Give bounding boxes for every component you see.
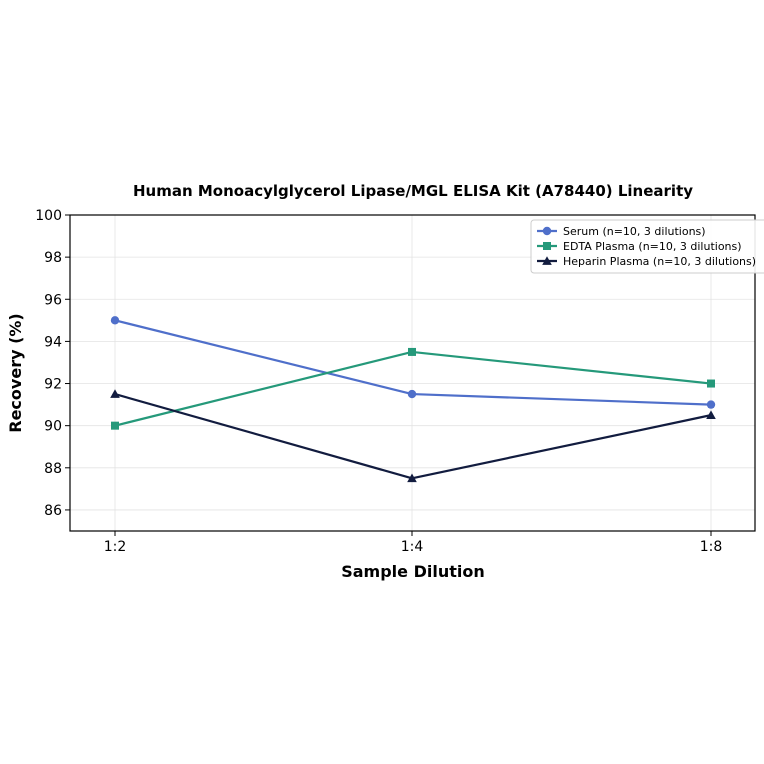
legend-item: Heparin Plasma (n=10, 3 dilutions) [537,255,756,268]
y-tick-label: 96 [44,292,62,308]
data-point [706,400,716,409]
y-tick-label: 86 [44,503,62,519]
legend-box [530,219,764,274]
y-tick-label: 98 [44,250,62,266]
y-tick-label: 90 [44,419,62,435]
legend-item: EDTA Plasma (n=10, 3 dilutions) [537,240,742,253]
data-point [110,389,120,398]
x-tick-label: 1:2 [104,539,127,555]
y-axis-label: Recovery (%) [6,313,25,432]
legend-label: Serum (n=10, 3 dilutions) [563,225,706,238]
legend: Serum (n=10, 3 dilutions) EDTA Plasma (n=… [530,219,764,274]
data-point [707,379,715,388]
y-tick-label: 94 [44,334,62,350]
y-tick-label: 88 [44,461,62,477]
data-point [706,410,716,419]
y-tick-label: 92 [44,377,62,393]
x-tick-label: 1:4 [401,539,424,555]
series-2 [111,347,715,430]
series-1 [110,316,716,409]
data-point [111,421,119,430]
series-line [114,350,712,427]
data-point [408,347,416,356]
series-3 [110,389,716,483]
series-layer [110,316,716,483]
legend-label: Heparin Plasma (n=10, 3 dilutions) [563,255,756,268]
x-axis: 1:2 1:4 1:8 [104,531,723,555]
y-tick-label: 100 [35,208,62,224]
x-tick-label: 1:8 [700,539,723,555]
data-point [110,316,120,325]
series-line [114,393,712,480]
data-point [407,473,417,483]
legend-label: EDTA Plasma (n=10, 3 dilutions) [563,240,742,253]
data-point [407,389,417,399]
legend-item: Serum (n=10, 3 dilutions) [537,225,706,238]
x-axis-label: Sample Dilution [341,562,485,581]
legend-marker [542,256,552,265]
legend-marker [543,242,551,250]
chart-title: Human Monoacylglycerol Lipase/MGL ELISA … [133,182,693,200]
y-axis: 86 88 90 92 94 96 98 100 [35,208,70,519]
legend-marker [542,226,552,236]
